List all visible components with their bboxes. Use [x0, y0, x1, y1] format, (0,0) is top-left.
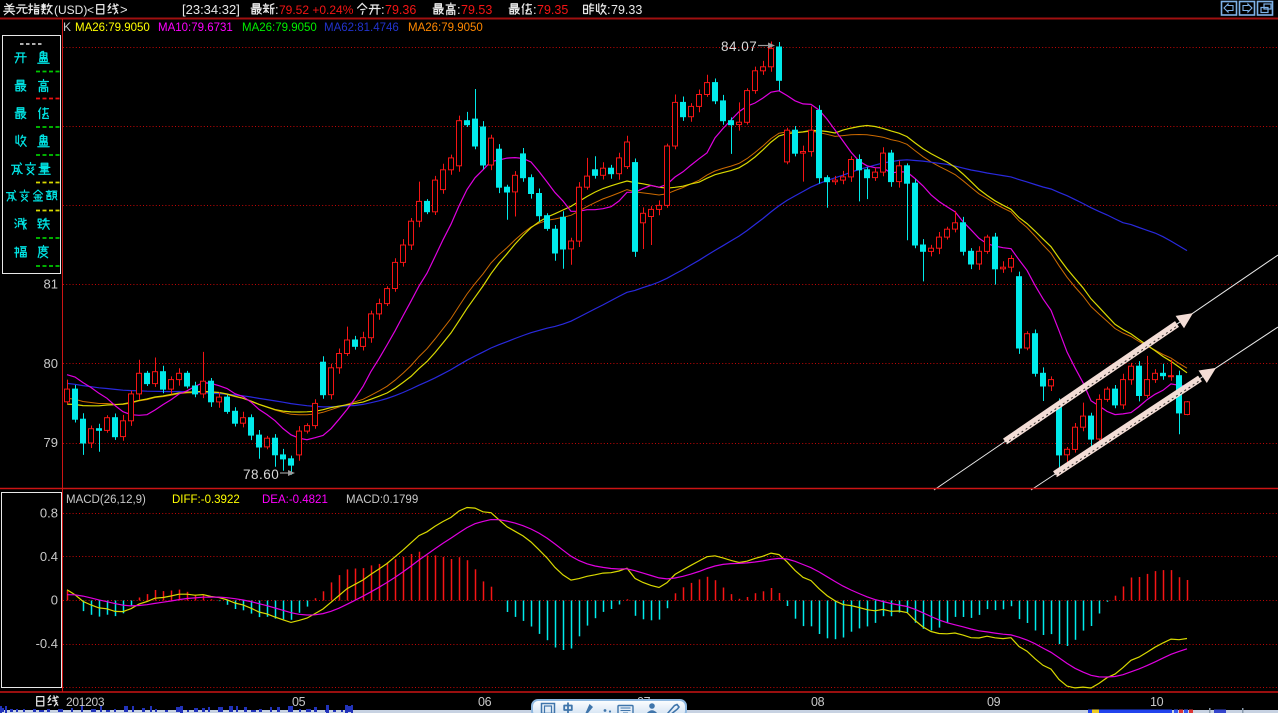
svg-text:DEA:-0.4821: DEA:-0.4821 — [262, 494, 328, 506]
svg-text:81: 81 — [44, 277, 58, 292]
svg-text:79: 79 — [44, 435, 58, 450]
svg-text:MACD(26,12,9): MACD(26,12,9) — [66, 494, 146, 506]
svg-text:MA26:79.9050: MA26:79.9050 — [408, 22, 483, 34]
svg-text:08: 08 — [811, 695, 825, 709]
svg-text:-0.4: -0.4 — [36, 636, 58, 651]
svg-text:79.33: 79.33 — [611, 3, 642, 17]
svg-text:79.53: 79.53 — [461, 3, 492, 17]
svg-text:MA62:81.4746: MA62:81.4746 — [324, 22, 399, 34]
svg-text:[23:34:32]: [23:34:32] — [182, 2, 240, 17]
svg-text:79.35: 79.35 — [537, 3, 568, 17]
svg-text:MA26:79.9050: MA26:79.9050 — [75, 22, 150, 34]
svg-text:84.07: 84.07 — [721, 39, 757, 54]
svg-text::: : — [533, 2, 537, 17]
svg-text:MACD:0.1799: MACD:0.1799 — [346, 494, 418, 506]
svg-text:80: 80 — [44, 356, 58, 371]
svg-text:06: 06 — [478, 695, 492, 709]
svg-text:(USD): (USD) — [54, 3, 87, 17]
svg-text:79.36: 79.36 — [385, 3, 416, 17]
svg-text:0.4: 0.4 — [40, 549, 58, 564]
svg-text:78.60: 78.60 — [243, 467, 279, 482]
svg-text:>: > — [120, 2, 128, 17]
svg-text:05: 05 — [292, 695, 306, 709]
svg-text:09: 09 — [987, 695, 1001, 709]
svg-text:DIFF:-0.3922: DIFF:-0.3922 — [172, 494, 240, 506]
svg-text:MA26:79.9050: MA26:79.9050 — [242, 22, 317, 34]
svg-text:79.52 +0.24%: 79.52 +0.24% — [279, 3, 354, 17]
svg-text::: : — [381, 2, 385, 17]
svg-text::: : — [457, 2, 461, 17]
svg-text:<: < — [87, 3, 94, 17]
svg-text::: : — [275, 2, 279, 17]
svg-text:201203: 201203 — [66, 695, 105, 709]
svg-text:K: K — [63, 20, 71, 34]
svg-text:10: 10 — [1150, 695, 1164, 709]
svg-text:MA10:79.6731: MA10:79.6731 — [158, 22, 233, 34]
svg-text:0.8: 0.8 — [40, 505, 58, 520]
svg-text:0: 0 — [51, 593, 58, 608]
svg-text::: : — [607, 2, 611, 17]
